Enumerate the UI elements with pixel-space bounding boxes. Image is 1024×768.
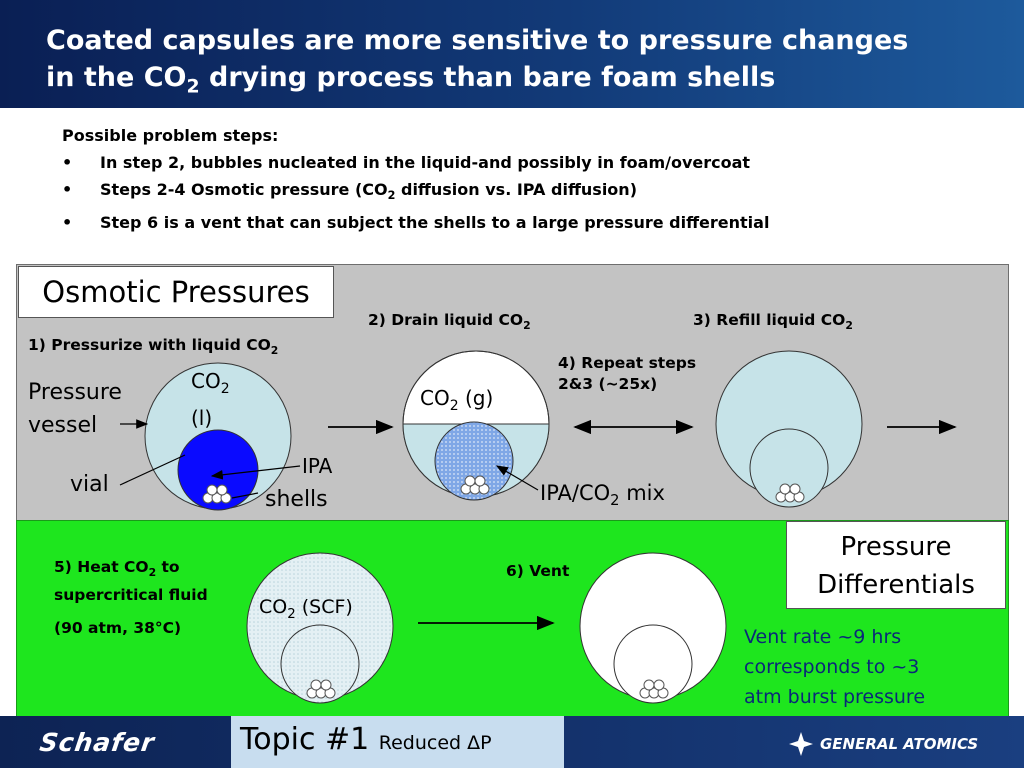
osmotic-pressures-box: Osmotic Pressures [18,266,334,318]
topic-box [231,716,564,768]
pressure-vessel-label: Pressure vessel [28,380,122,438]
shells-icon [306,679,336,699]
shells-pointer [231,492,259,499]
step6-label: 6) Vent [506,562,570,580]
mix-vial-icon [434,421,514,501]
ipa-co2-mix-label: IPA/CO2 mix [540,481,665,510]
mix-pointer [495,465,539,491]
shells-icon [460,475,490,495]
vial-pointer [119,454,186,486]
bullet-item: • In step 2, bubbles nucleated in the liq… [62,153,751,172]
step1-label: 1) Pressurize with liquid CO2 [28,336,279,358]
bullet-item: • Step 6 is a vent that can subject the s… [62,213,770,233]
slide-title: Coated capsules are more sensitive to pr… [46,22,1006,105]
step3-label: 3) Refill liquid CO2 [693,311,853,333]
co2-gas-label: CO2 (g) [420,386,494,414]
general-atomics-logo: GENERAL ATOMICS [788,731,978,757]
title-line-1: Coated capsules are more sensitive to pr… [46,25,909,56]
pd-line-2: Differentials [817,570,975,600]
vessel-step1 [144,362,292,511]
shells-label: shells [265,487,328,512]
title-bar [0,0,1024,108]
vessel-step3 [715,350,863,508]
vent-rate-note: Vent rate ~9 hrs corresponds to ~3 atm bur… [744,626,926,708]
topic-label: Topic #1 Reduced ΔP [240,722,492,757]
vial-icon [177,429,259,511]
pd-line-1: Pressure [840,532,952,562]
shells-icon [202,484,232,504]
problem-steps-heading: Possible problem steps: [62,126,279,145]
schafer-logo: Schafer [37,728,157,757]
title-line-2: in the CO2 drying process than bare foam… [46,62,776,98]
ipa-label: IPA [302,454,333,478]
vessel-step5 [246,552,394,704]
ipa-pointer [210,465,301,480]
bullet-item: • Steps 2-4 Osmotic pressure (CO2 diffusi… [62,180,637,203]
vessel-step2 [402,350,550,501]
vessel-step6 [579,552,727,704]
problem-steps-list: Possible problem steps: • In step 2, bubb… [62,122,962,236]
co2-liquid-label: CO2 (l) [191,369,230,430]
step5-label: 5) Heat CO2 to supercritical fluid (90 a… [54,558,208,638]
shells-icon [775,483,805,503]
ga-star-icon [789,732,813,756]
step2-label: 2) Drain liquid CO2 [368,311,531,333]
step4-label: 4) Repeat steps 2&3 (~25x) [558,354,697,393]
vial-label: vial [70,472,109,497]
shells-icon [639,679,669,699]
co2-scf-label: CO2 (SCF) [259,596,353,622]
pressure-differentials-box: Pressure Differentials [786,521,1006,609]
